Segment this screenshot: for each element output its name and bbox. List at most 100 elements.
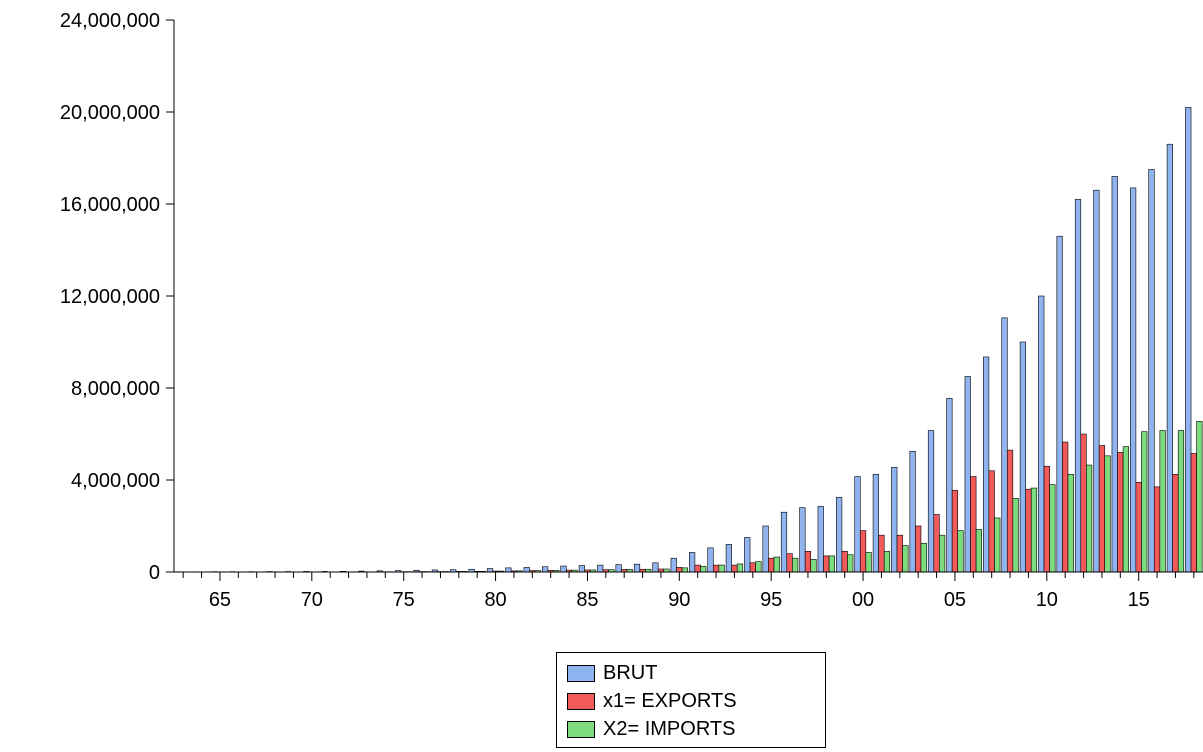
bar-2-2016 bbox=[1159, 430, 1166, 573]
bar-2-2012 bbox=[1086, 464, 1093, 573]
bar-0-2018 bbox=[1185, 107, 1192, 573]
bar-2-2000 bbox=[865, 552, 872, 573]
legend: BRUT x1= EXPORTS X2= IMPORTS bbox=[556, 652, 826, 748]
bar-0-2014 bbox=[1111, 176, 1118, 573]
bar-0-2002 bbox=[891, 467, 898, 573]
bar-0-2013 bbox=[1093, 189, 1100, 573]
bar-0-1998 bbox=[817, 506, 824, 573]
bar-1-2015 bbox=[1135, 481, 1142, 573]
bar-0-1992 bbox=[707, 547, 714, 573]
bar-0-2016 bbox=[1148, 169, 1155, 573]
bar-1-2017 bbox=[1172, 473, 1179, 573]
bar-0-1985 bbox=[578, 565, 585, 573]
bar-0-1993 bbox=[725, 544, 732, 573]
bar-0-2010 bbox=[1038, 295, 1045, 573]
bar-0-2005 bbox=[946, 398, 953, 573]
x-tick-label-1980: 80 bbox=[484, 589, 506, 611]
bar-0-1986 bbox=[597, 564, 604, 573]
bar-0-1995 bbox=[762, 525, 769, 573]
bar-1-2012 bbox=[1080, 433, 1087, 573]
y-tick-label-6: 24,000,000 bbox=[60, 10, 160, 32]
bar-1-2010 bbox=[1043, 465, 1050, 573]
bar-1-1998 bbox=[823, 555, 830, 573]
bar-2-1994 bbox=[755, 561, 762, 573]
legend-swatch-imports bbox=[567, 720, 595, 738]
bar-2-2006 bbox=[975, 529, 982, 573]
bar-0-1983 bbox=[542, 566, 549, 573]
x-tick-label-2005: 05 bbox=[944, 589, 966, 611]
bar-2-1997 bbox=[810, 559, 817, 573]
bar-0-2017 bbox=[1166, 143, 1173, 573]
bar-2-1992 bbox=[718, 564, 725, 573]
bar-1-2009 bbox=[1025, 488, 1032, 573]
bar-0-2015 bbox=[1130, 187, 1137, 573]
bar-0-2003 bbox=[909, 450, 916, 573]
bar-1-2008 bbox=[1006, 449, 1014, 573]
bar-2-2017 bbox=[1177, 430, 1185, 573]
bar-0-1982 bbox=[523, 567, 530, 573]
x-axis-ticks: 65 70 75 80 85 90 95 00 05 10 15 bbox=[182, 572, 1195, 611]
bar-1-2016 bbox=[1153, 486, 1161, 573]
bar-1-2006 bbox=[970, 476, 977, 573]
x-tick-label-1965: 65 bbox=[209, 589, 231, 611]
bar-0-1984 bbox=[560, 565, 567, 573]
x-tick-label-1995: 95 bbox=[760, 589, 782, 611]
bar-1-2018 bbox=[1190, 453, 1197, 573]
legend-label-exports: x1= EXPORTS bbox=[603, 689, 737, 712]
y-axis-ticks: 0 4,000,000 8,000,000 12,000,000 16,000,000 2… bbox=[60, 10, 174, 584]
bar-1-1994 bbox=[749, 562, 756, 573]
y-tick-label-1: 4,000,000 bbox=[71, 470, 160, 492]
x-tick-label-1990: 90 bbox=[668, 589, 690, 611]
bars-group bbox=[174, 107, 1203, 573]
legend-label-imports: X2= IMPORTS bbox=[603, 717, 736, 740]
bar-0-2001 bbox=[872, 473, 879, 573]
y-tick-label-3: 12,000,000 bbox=[60, 286, 160, 308]
bar-1-2003 bbox=[915, 525, 922, 573]
bar-1-2002 bbox=[896, 534, 903, 573]
bar-1-1999 bbox=[841, 550, 848, 573]
legend-label-brut: BRUT bbox=[603, 661, 658, 684]
bar-2-2004 bbox=[939, 534, 946, 573]
bar-1-1995 bbox=[768, 557, 775, 573]
bar-0-1981 bbox=[505, 567, 512, 573]
bar-2-2018 bbox=[1196, 421, 1203, 573]
bar-0-1987 bbox=[615, 564, 622, 573]
bar-2-2008 bbox=[1012, 498, 1019, 573]
bar-1-2004 bbox=[933, 514, 940, 573]
bar-0-1989 bbox=[652, 562, 659, 573]
bar-1-1997 bbox=[804, 550, 812, 573]
bar-2-1998 bbox=[828, 555, 835, 573]
bar-2-2014 bbox=[1122, 446, 1129, 573]
bar-0-1980 bbox=[486, 568, 494, 573]
bar-1-1996 bbox=[786, 553, 793, 573]
x-tick-label-1975: 75 bbox=[393, 589, 415, 611]
bar-2-2015 bbox=[1141, 431, 1148, 573]
bar-1-2001 bbox=[878, 534, 885, 573]
bar-0-1999 bbox=[836, 496, 843, 573]
bar-2-2011 bbox=[1067, 473, 1074, 573]
bar-2-2003 bbox=[920, 542, 927, 573]
bar-2-2007 bbox=[994, 517, 1001, 573]
y-tick-label-4: 16,000,000 bbox=[60, 194, 160, 216]
x-tick-label-1985: 85 bbox=[576, 589, 598, 611]
bar-2-1999 bbox=[847, 554, 854, 573]
bar-0-2007 bbox=[983, 356, 990, 573]
bar-0-2012 bbox=[1074, 199, 1082, 573]
bar-2-1995 bbox=[773, 556, 780, 573]
bar-0-2008 bbox=[1001, 317, 1008, 573]
y-tick-label-0: 0 bbox=[149, 562, 160, 584]
bar-0-1996 bbox=[780, 511, 788, 573]
bar-0-2009 bbox=[1019, 341, 1026, 573]
bar-0-1988 bbox=[633, 563, 641, 573]
bar-2-2010 bbox=[1049, 484, 1056, 573]
x-tick-label-2010: 10 bbox=[1036, 589, 1058, 611]
legend-item-brut: BRUT bbox=[567, 659, 815, 687]
bar-0-1997 bbox=[799, 507, 806, 573]
bar-1-2005 bbox=[951, 490, 959, 573]
bar-1-1990 bbox=[676, 567, 683, 573]
bar-1-2013 bbox=[1098, 445, 1106, 573]
bar-0-2004 bbox=[927, 430, 935, 573]
bar-1-2007 bbox=[988, 470, 995, 573]
bar-2-1991 bbox=[700, 565, 707, 573]
legend-item-imports: X2= IMPORTS bbox=[567, 715, 815, 743]
